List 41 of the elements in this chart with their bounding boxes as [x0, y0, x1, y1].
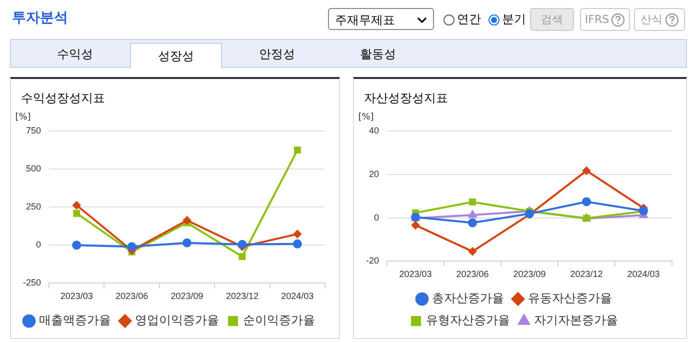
- x-tick-label: 2023/12: [226, 291, 258, 302]
- y-tick-label: -250: [23, 278, 42, 288]
- y-tick-label: 0: [374, 212, 380, 222]
- legend-label: 순이익증가율: [243, 313, 315, 328]
- x-tick-label: 2023/06: [456, 269, 489, 280]
- text: 산식: [640, 12, 662, 27]
- x-tick-label: 2023/09: [513, 269, 546, 280]
- y-tick-label: 750: [26, 125, 42, 136]
- legend-label: 자기자본증가율: [534, 313, 618, 328]
- text: 주재무제표: [335, 13, 395, 27]
- y-tick-label: 500: [26, 164, 42, 174]
- x-tick-label: 2023/09: [170, 291, 204, 302]
- legend-label: 유동자산증가율: [528, 291, 612, 306]
- text: 성장성: [130, 43, 222, 68]
- x-tick-label: 2023/12: [570, 269, 603, 280]
- text: 검색: [530, 8, 574, 31]
- x-tick-label: 2024/03: [627, 269, 660, 280]
- text: 안정성: [258, 46, 296, 62]
- chart-title: 수익성장성지표: [21, 90, 105, 107]
- legend-label: 유형자산증가율: [426, 313, 510, 328]
- y-tick-label: -20: [366, 256, 380, 266]
- x-tick-label: 2023/03: [399, 269, 432, 280]
- legend-label: 총자산증가율: [432, 291, 504, 306]
- text: 활동성: [359, 46, 397, 62]
- legend-label: 영업이익증가율: [135, 313, 219, 328]
- y-tick-label: 20: [368, 168, 380, 179]
- x-tick-label: 2023/06: [116, 291, 148, 302]
- text: 연간: [457, 11, 481, 28]
- text: 투자분석: [12, 9, 68, 27]
- x-tick-label: 2023/03: [60, 291, 93, 302]
- legend-label: 매출액증가율: [39, 313, 111, 328]
- y-axis-title: [%]: [358, 112, 374, 122]
- text: 분기: [502, 11, 526, 28]
- y-axis-title: [%]: [15, 112, 31, 122]
- text: IFRS: [584, 13, 610, 26]
- text: 수익성: [56, 46, 94, 62]
- y-tick-label: 250: [26, 202, 42, 212]
- y-tick-label: 40: [368, 125, 380, 136]
- x-tick-label: 2024/03: [281, 291, 314, 302]
- y-tick-label: 0: [36, 240, 42, 250]
- chart-title: 자산성장성지표: [364, 90, 448, 107]
